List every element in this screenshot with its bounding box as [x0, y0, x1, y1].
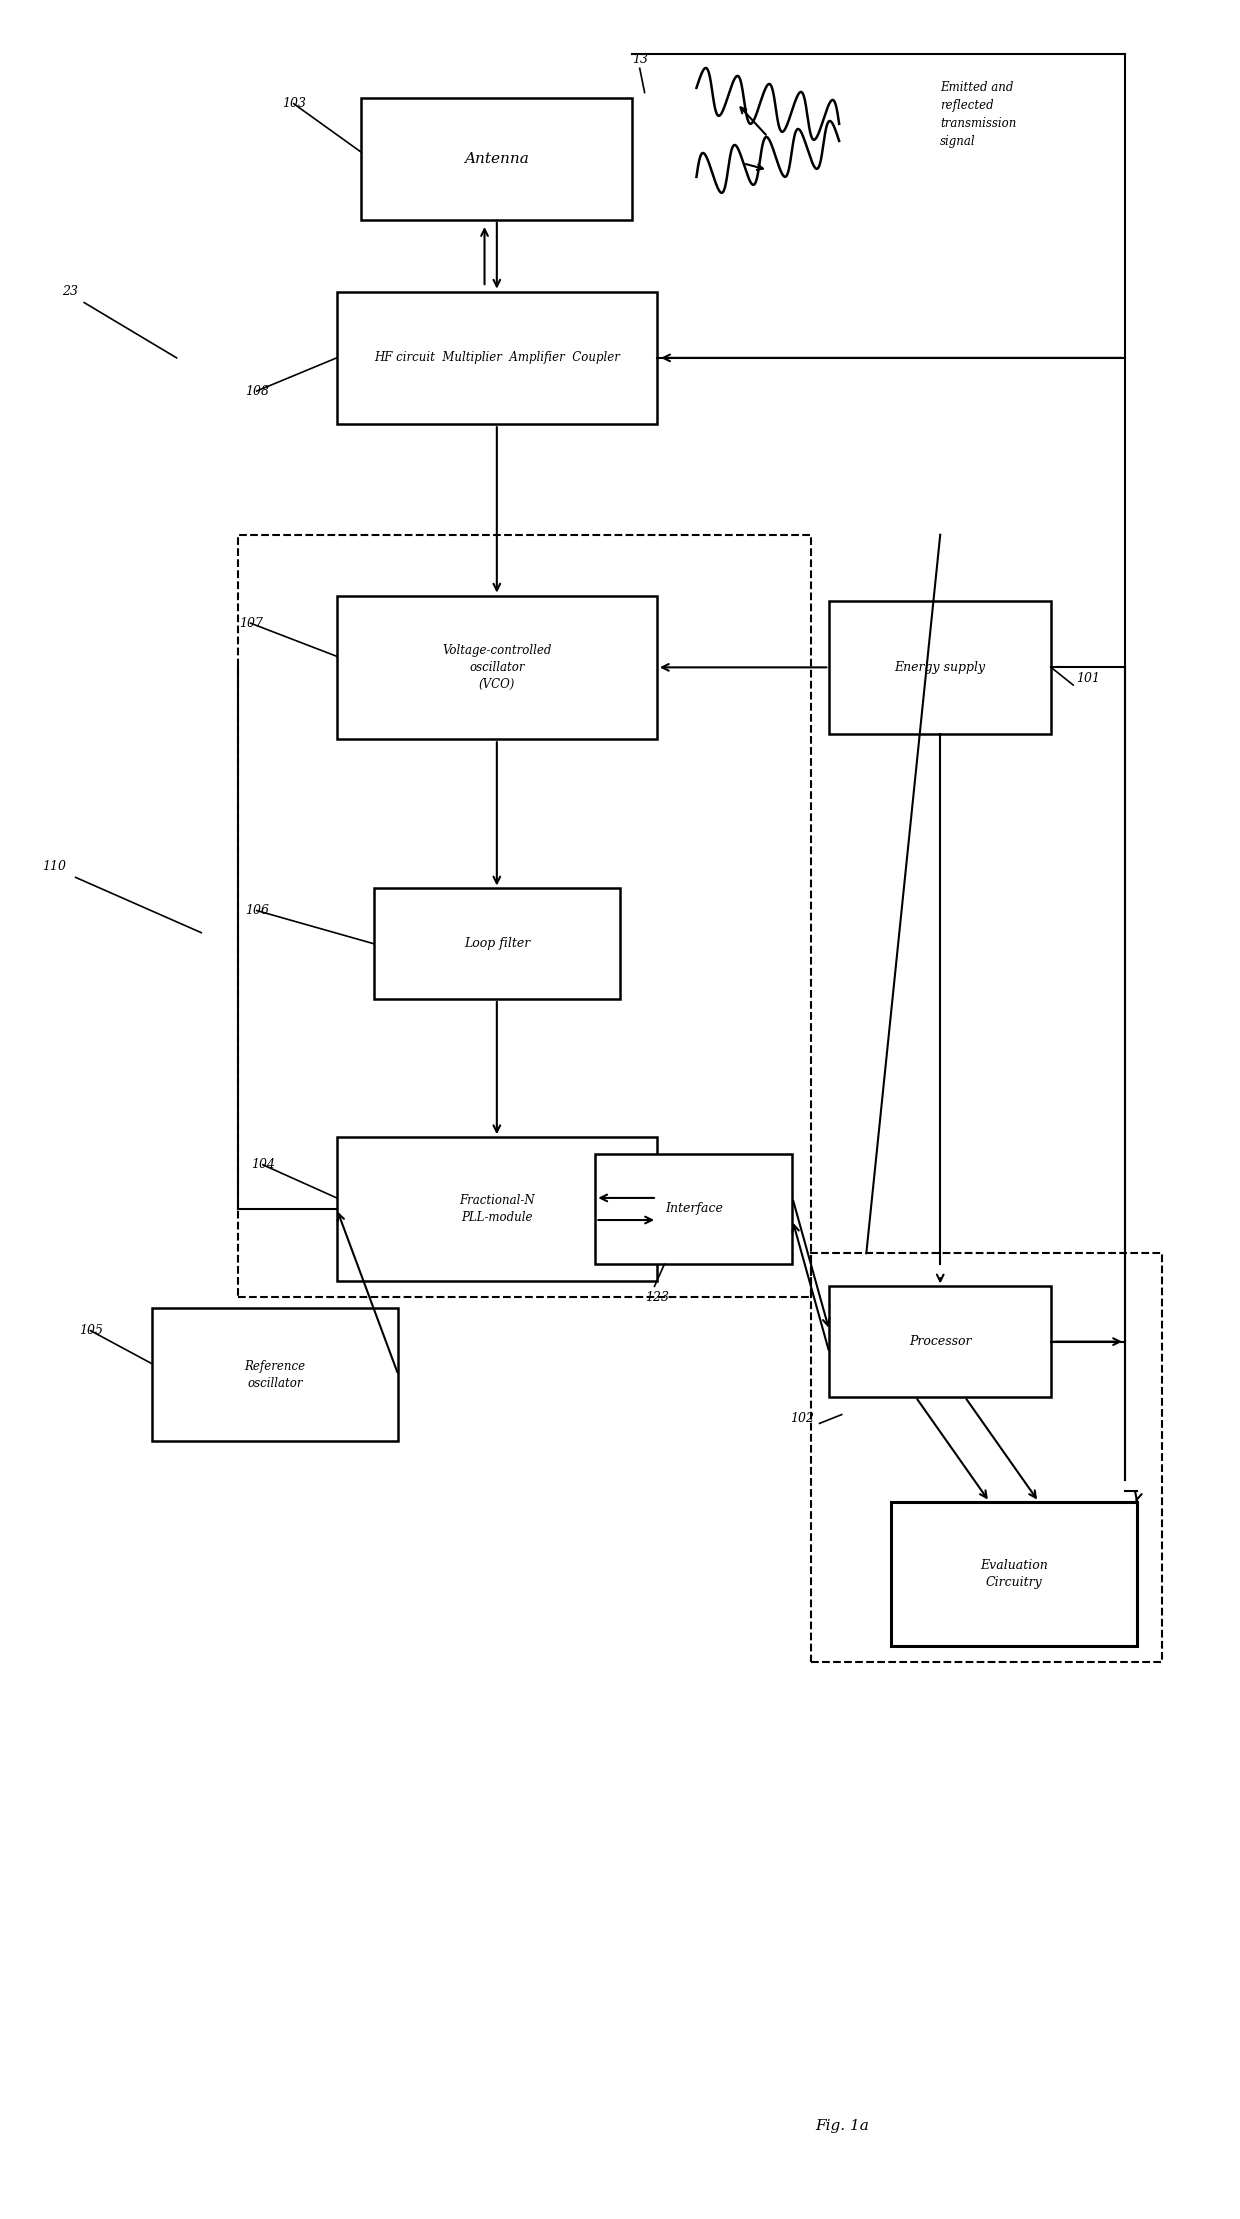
- Bar: [830, 601, 1052, 734]
- Bar: [153, 1309, 398, 1440]
- Text: 108: 108: [246, 384, 269, 397]
- Bar: [811, 1254, 1162, 1662]
- Text: 123: 123: [645, 1291, 668, 1305]
- Text: 110: 110: [42, 859, 66, 872]
- Text: 103: 103: [281, 98, 306, 111]
- Text: Loop filter: Loop filter: [464, 936, 529, 950]
- Text: Fractional-N
PLL-module: Fractional-N PLL-module: [459, 1194, 534, 1225]
- Text: 104: 104: [252, 1158, 275, 1172]
- Text: 107: 107: [239, 617, 263, 630]
- Bar: [337, 1136, 657, 1280]
- Text: Voltage-controlled
oscillator
(VCO): Voltage-controlled oscillator (VCO): [443, 644, 552, 690]
- Text: Energy supply: Energy supply: [895, 661, 986, 675]
- Bar: [595, 1154, 792, 1265]
- Text: 13: 13: [632, 53, 649, 67]
- Text: Processor: Processor: [909, 1336, 971, 1349]
- Text: Interface: Interface: [665, 1203, 723, 1216]
- Bar: [830, 1287, 1052, 1398]
- Bar: [361, 98, 632, 220]
- Text: Antenna: Antenna: [465, 151, 529, 166]
- Text: 101: 101: [1076, 672, 1100, 686]
- Text: HF circuit  Multiplier  Amplifier  Coupler: HF circuit Multiplier Amplifier Coupler: [374, 351, 620, 364]
- Bar: [337, 595, 657, 739]
- Text: 106: 106: [246, 903, 269, 916]
- Text: Evaluation
Circuitry: Evaluation Circuitry: [981, 1558, 1048, 1589]
- Text: Reference
oscillator: Reference oscillator: [244, 1360, 306, 1389]
- Text: Emitted and
reflected
transmission
signal: Emitted and reflected transmission signa…: [940, 82, 1017, 149]
- Text: 102: 102: [791, 1414, 815, 1425]
- Bar: [337, 291, 657, 424]
- Bar: [373, 888, 620, 999]
- Text: 105: 105: [78, 1325, 103, 1338]
- Bar: [892, 1502, 1137, 1646]
- Text: 23: 23: [62, 284, 78, 297]
- Text: Fig. 1a: Fig. 1a: [815, 2119, 869, 2132]
- Bar: [238, 535, 811, 1298]
